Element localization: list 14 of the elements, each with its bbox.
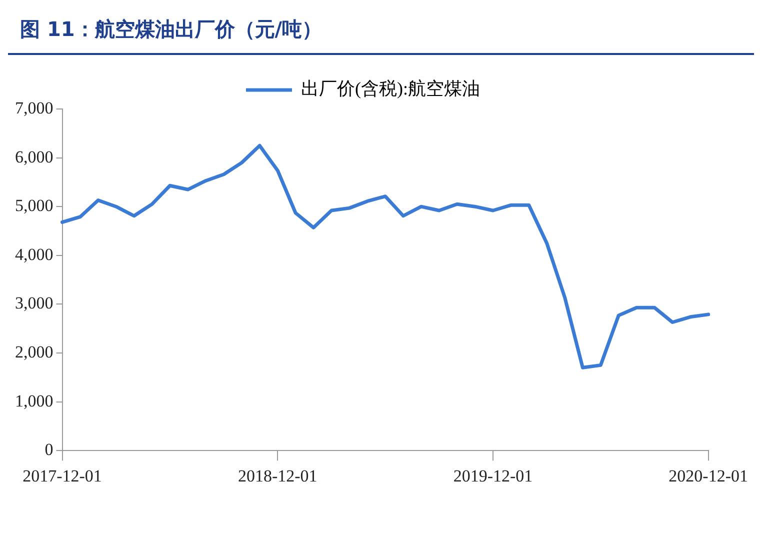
x-tick-label: 2018-12-01 [238,466,318,486]
y-tick-label: 0 [44,440,54,460]
x-tick-label: 2020-12-01 [668,466,748,486]
x-tick-label: 2017-12-01 [22,466,102,486]
legend-label: 出厂价(含税):航空煤油 [301,78,480,99]
y-tick-label: 3,000 [15,294,54,313]
y-tick-label: 7,000 [15,98,54,118]
x-tick-label: 2019-12-01 [453,466,533,486]
y-tick-label: 4,000 [15,244,54,264]
y-tick-label: 6,000 [15,147,54,166]
y-tick-label: 5,000 [15,196,54,216]
chart-title: 图 11：航空煤油出厂价（元/吨） [8,8,754,55]
y-tick-label: 2,000 [15,342,54,362]
y-tick-label: 1,000 [15,391,54,410]
